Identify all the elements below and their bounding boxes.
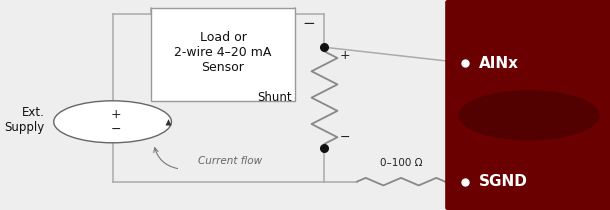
Text: AINx: AINx [479, 55, 519, 71]
Text: +: + [339, 49, 350, 62]
Text: −: − [302, 16, 315, 31]
Text: −: − [339, 131, 350, 144]
Text: Load or
2-wire 4–20 mA
Sensor: Load or 2-wire 4–20 mA Sensor [174, 31, 271, 74]
FancyBboxPatch shape [151, 8, 295, 101]
Circle shape [459, 90, 600, 140]
Circle shape [54, 101, 171, 143]
FancyArrowPatch shape [154, 148, 178, 169]
Text: +: + [110, 108, 121, 121]
Text: Shunt: Shunt [257, 91, 292, 104]
FancyBboxPatch shape [445, 0, 610, 210]
Text: Current flow: Current flow [198, 156, 262, 166]
Text: SGND: SGND [479, 174, 528, 189]
Text: 0–100 Ω: 0–100 Ω [380, 158, 422, 168]
Text: −: − [110, 123, 121, 136]
Text: Ext.
Supply: Ext. Supply [5, 106, 45, 134]
